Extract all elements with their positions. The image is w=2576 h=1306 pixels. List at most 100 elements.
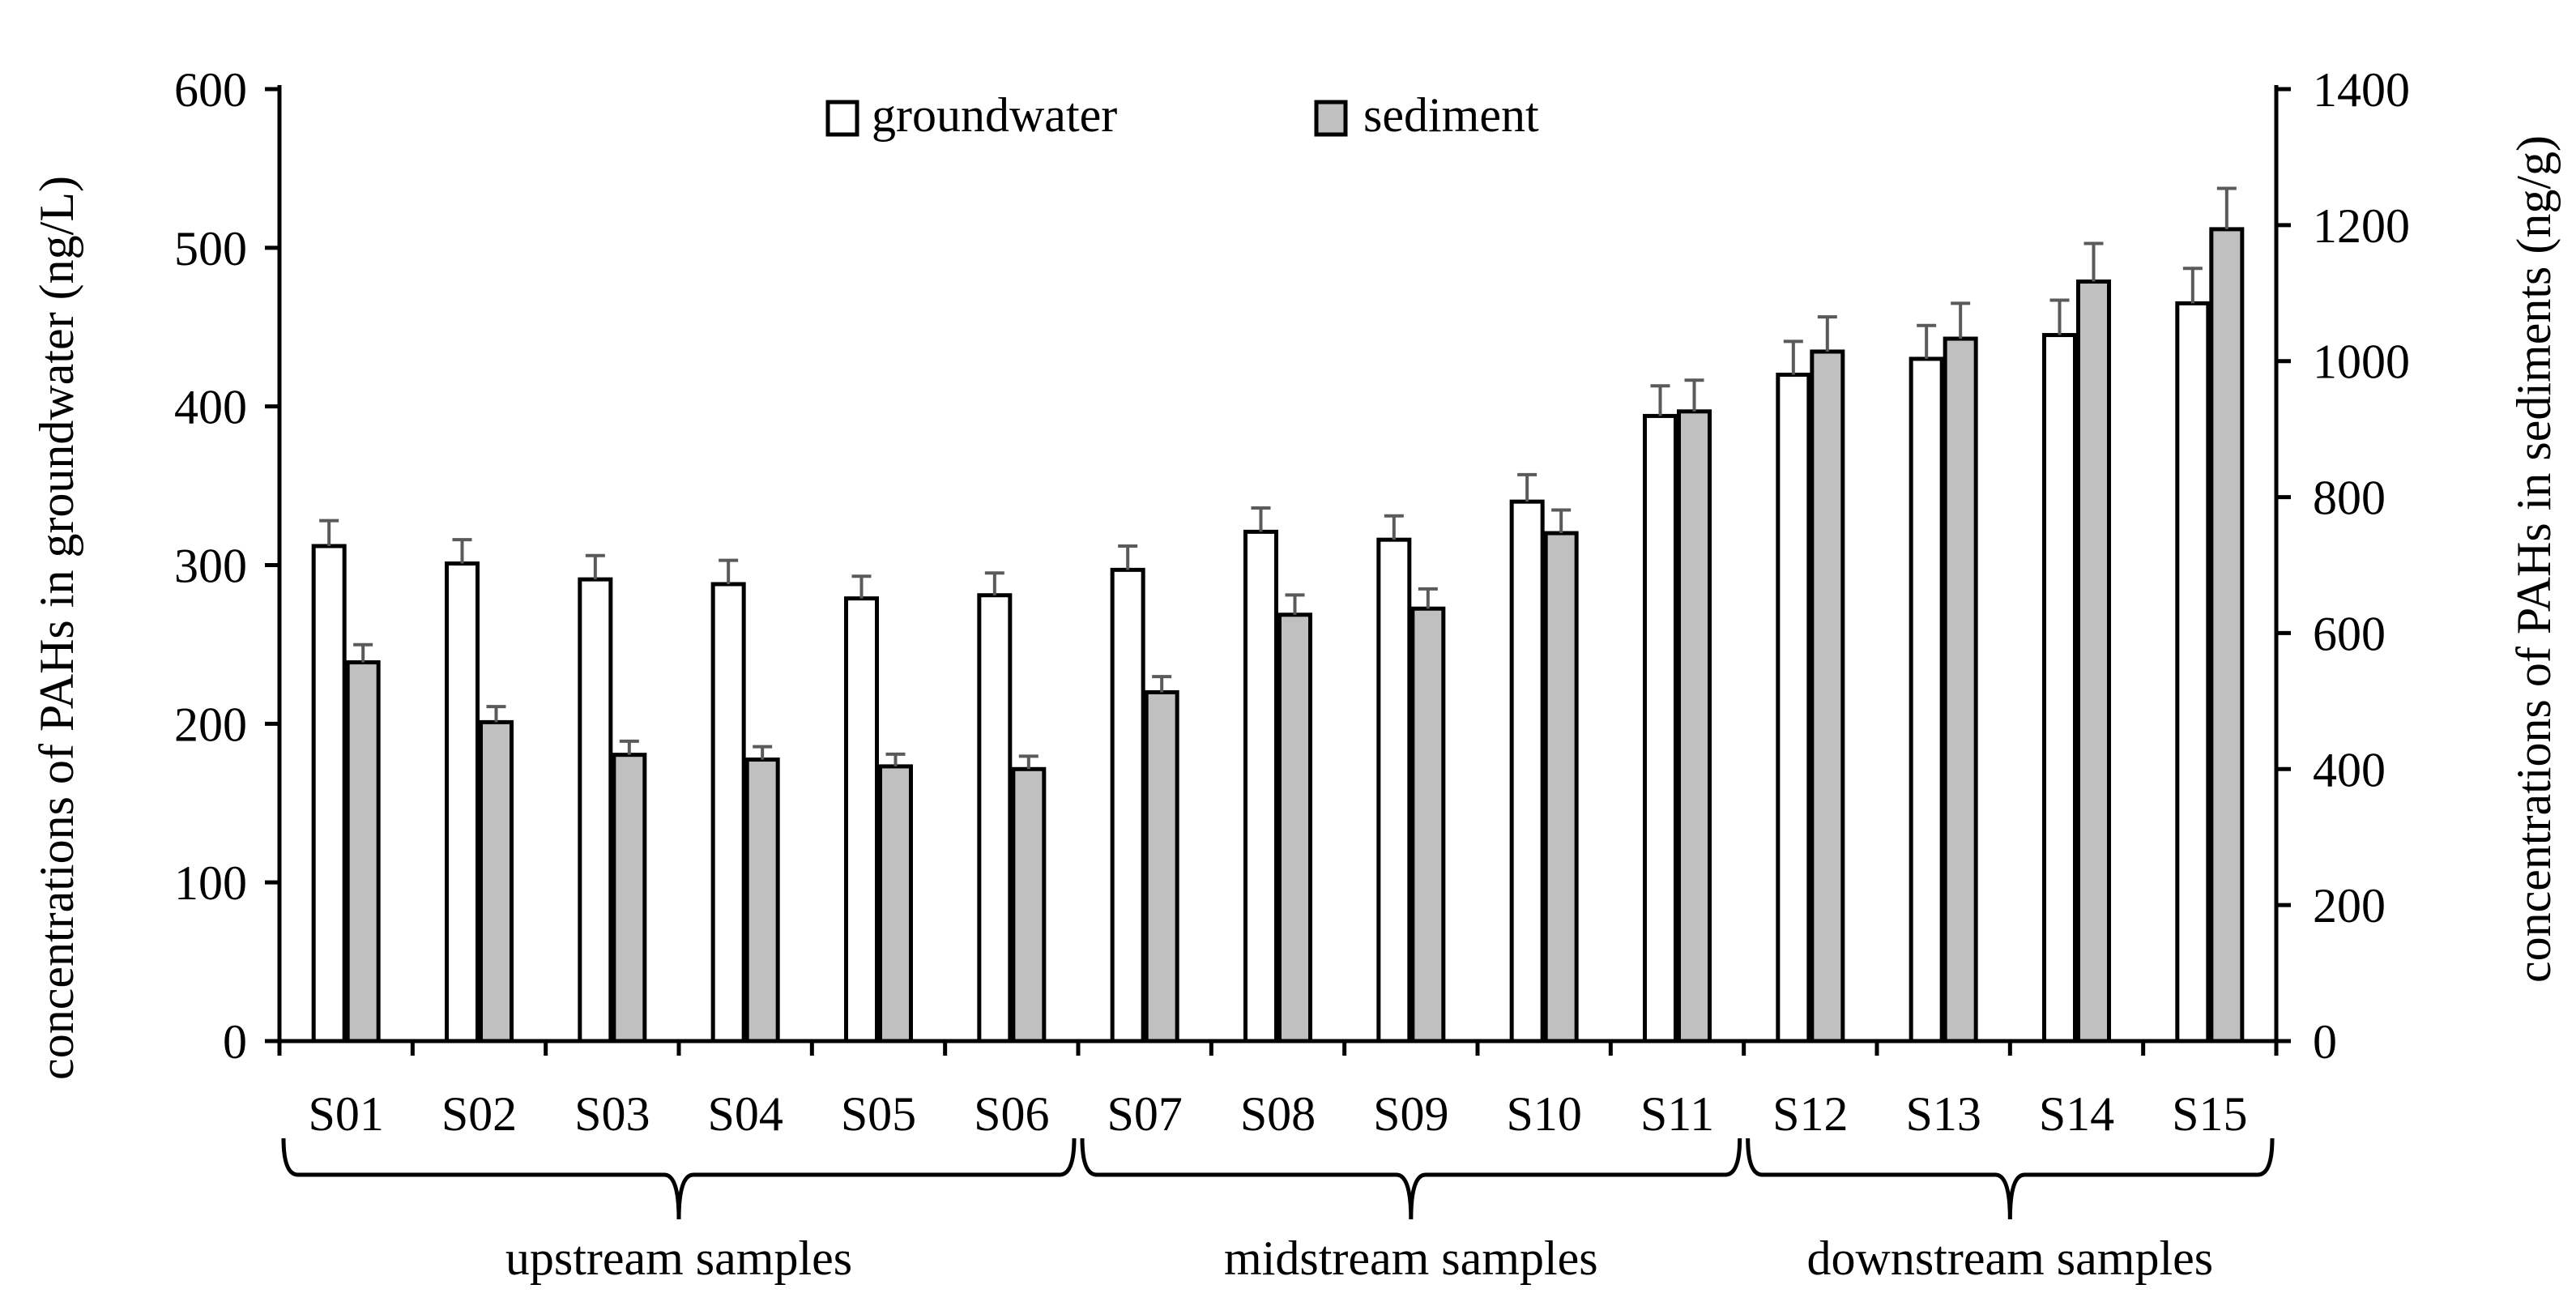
y-tick-label-right: 800 (2313, 472, 2386, 525)
x-tick-label-S03: S03 (574, 1087, 650, 1141)
y-tick-label-right: 200 (2313, 879, 2386, 933)
error-bar-groundwater-S13 (1917, 323, 1937, 359)
bar-sediment-S01 (345, 660, 381, 1044)
bar-sediment-S12 (1810, 349, 1845, 1044)
y-tick-label-left: 0 (223, 1015, 247, 1069)
y-tick-label-right: 600 (2313, 607, 2386, 660)
y-tick-label-right: 1200 (2313, 199, 2410, 253)
error-bar-sediment-S11 (1684, 378, 1704, 412)
bar-sediment-S02 (479, 719, 514, 1044)
y-tick-label-right: 0 (2313, 1015, 2337, 1069)
error-bar-groundwater-S05 (851, 574, 872, 599)
error-bar-groundwater-S03 (585, 553, 605, 580)
x-tick-label-S11: S11 (1640, 1087, 1714, 1141)
bar-sediment-S09 (1410, 606, 1446, 1044)
bar-sediment-S03 (612, 753, 647, 1044)
bar-groundwater-S12 (1776, 373, 1811, 1044)
bar-sediment-S04 (744, 758, 780, 1044)
bar-sediment-S10 (1543, 531, 1579, 1044)
error-bar-sediment-S10 (1551, 508, 1572, 534)
y-tick-label-left: 100 (174, 856, 247, 910)
error-bar-sediment-S01 (353, 642, 373, 663)
y-tick-label-right: 400 (2313, 743, 2386, 796)
bar-groundwater-S04 (710, 582, 746, 1044)
bar-groundwater-S10 (1509, 499, 1545, 1044)
y-tick-label-left: 300 (174, 540, 247, 593)
error-bar-sediment-S13 (1951, 301, 1971, 339)
y-tick-label-left: 200 (174, 698, 247, 751)
bar-sediment-S14 (2076, 280, 2111, 1044)
x-tick-label-S12: S12 (1772, 1087, 1848, 1141)
bar-groundwater-S02 (445, 561, 480, 1044)
legend-swatch-sediment (1314, 100, 1348, 137)
axes-layer: 0 100 200 300 400 500 600 0 200 400 600 800 1000 1200… (174, 63, 2410, 1141)
error-bar-groundwater-S11 (1650, 384, 1670, 416)
legend-swatch-groundwater (825, 100, 859, 137)
x-tick-label-S13: S13 (1905, 1087, 1981, 1141)
error-bar-groundwater-S15 (2182, 267, 2203, 304)
error-bar-sediment-S05 (885, 752, 906, 766)
bar-groundwater-S01 (311, 544, 347, 1044)
legend: groundwater sediment (825, 88, 1539, 142)
error-bar-groundwater-S12 (1783, 339, 1803, 375)
x-tick-label-S04: S04 (707, 1087, 783, 1141)
error-bar-sediment-S03 (619, 739, 639, 755)
group-brace-2 (1746, 1137, 2275, 1220)
bar-groundwater-S09 (1376, 537, 1412, 1044)
bar-groundwater-S14 (2042, 333, 2077, 1044)
x-tick-label-S07: S07 (1107, 1087, 1182, 1141)
group-label-1: midstream samples (1224, 1231, 1598, 1285)
error-bar-sediment-S02 (486, 705, 506, 723)
bar-groundwater-S13 (1909, 356, 1944, 1044)
y-tick-label-left: 400 (174, 381, 247, 434)
error-bar-groundwater-S04 (719, 558, 739, 584)
bar-groundwater-S11 (1643, 413, 1678, 1044)
bar-groundwater-S08 (1243, 529, 1278, 1044)
bar-groundwater-S06 (977, 593, 1013, 1044)
x-tick-label-S06: S06 (974, 1087, 1049, 1141)
x-tick-label-S08: S08 (1240, 1087, 1316, 1141)
x-tick-label-S15: S15 (2172, 1087, 2247, 1141)
error-bar-sediment-S08 (1285, 593, 1305, 615)
error-bar-sediment-S07 (1152, 675, 1172, 693)
bar-groundwater-S05 (844, 596, 879, 1044)
legend-label-sediment: sediment (1363, 88, 1539, 142)
bar-sediment-S06 (1011, 766, 1047, 1044)
x-tick-label-S09: S09 (1373, 1087, 1448, 1141)
error-bar-sediment-S06 (1018, 754, 1039, 770)
groups-layer: upstream samples midstream samples downstr… (281, 1137, 2275, 1285)
error-bar-sediment-S09 (1418, 587, 1438, 609)
error-bar-groundwater-S09 (1384, 514, 1404, 540)
error-bar-sediment-S04 (753, 745, 773, 760)
y-axis-title-right: concentrations of PAHs in sediments (ng/… (2507, 135, 2561, 983)
bar-sediment-S08 (1277, 612, 1312, 1044)
error-bar-groundwater-S10 (1517, 472, 1537, 502)
y-tick-label-left: 500 (174, 222, 247, 275)
group-brace-0 (281, 1137, 1077, 1220)
bar-groundwater-S15 (2175, 301, 2211, 1044)
bar-sediment-S05 (878, 764, 913, 1044)
bar-groundwater-S03 (578, 577, 613, 1044)
x-tick-label-S01: S01 (308, 1087, 383, 1141)
error-bar-sediment-S12 (1817, 315, 1837, 352)
y-tick-label-left: 600 (174, 63, 247, 117)
x-tick-label-S05: S05 (841, 1087, 916, 1141)
error-bar-groundwater-S01 (319, 519, 339, 546)
group-label-2: downstream samples (1807, 1231, 2214, 1285)
group-brace-1 (1080, 1137, 1742, 1220)
bar-sediment-S15 (2209, 227, 2245, 1044)
legend-label-groundwater: groundwater (872, 88, 1117, 142)
error-bar-groundwater-S07 (1118, 544, 1138, 570)
bars-layer (311, 186, 2245, 1044)
error-bar-groundwater-S14 (2049, 298, 2070, 335)
bar-sediment-S07 (1144, 689, 1179, 1044)
x-tick-label-S02: S02 (441, 1087, 517, 1141)
y-axis-title-left: concentrations of PAHs in groundwater (n… (30, 176, 83, 1080)
bar-sediment-S11 (1677, 409, 1712, 1044)
x-tick-label-S10: S10 (1506, 1087, 1581, 1141)
bar-groundwater-S07 (1110, 567, 1145, 1044)
error-bar-groundwater-S08 (1251, 506, 1271, 532)
y-tick-label-right: 1000 (2313, 335, 2410, 389)
error-bar-groundwater-S06 (984, 571, 1004, 595)
